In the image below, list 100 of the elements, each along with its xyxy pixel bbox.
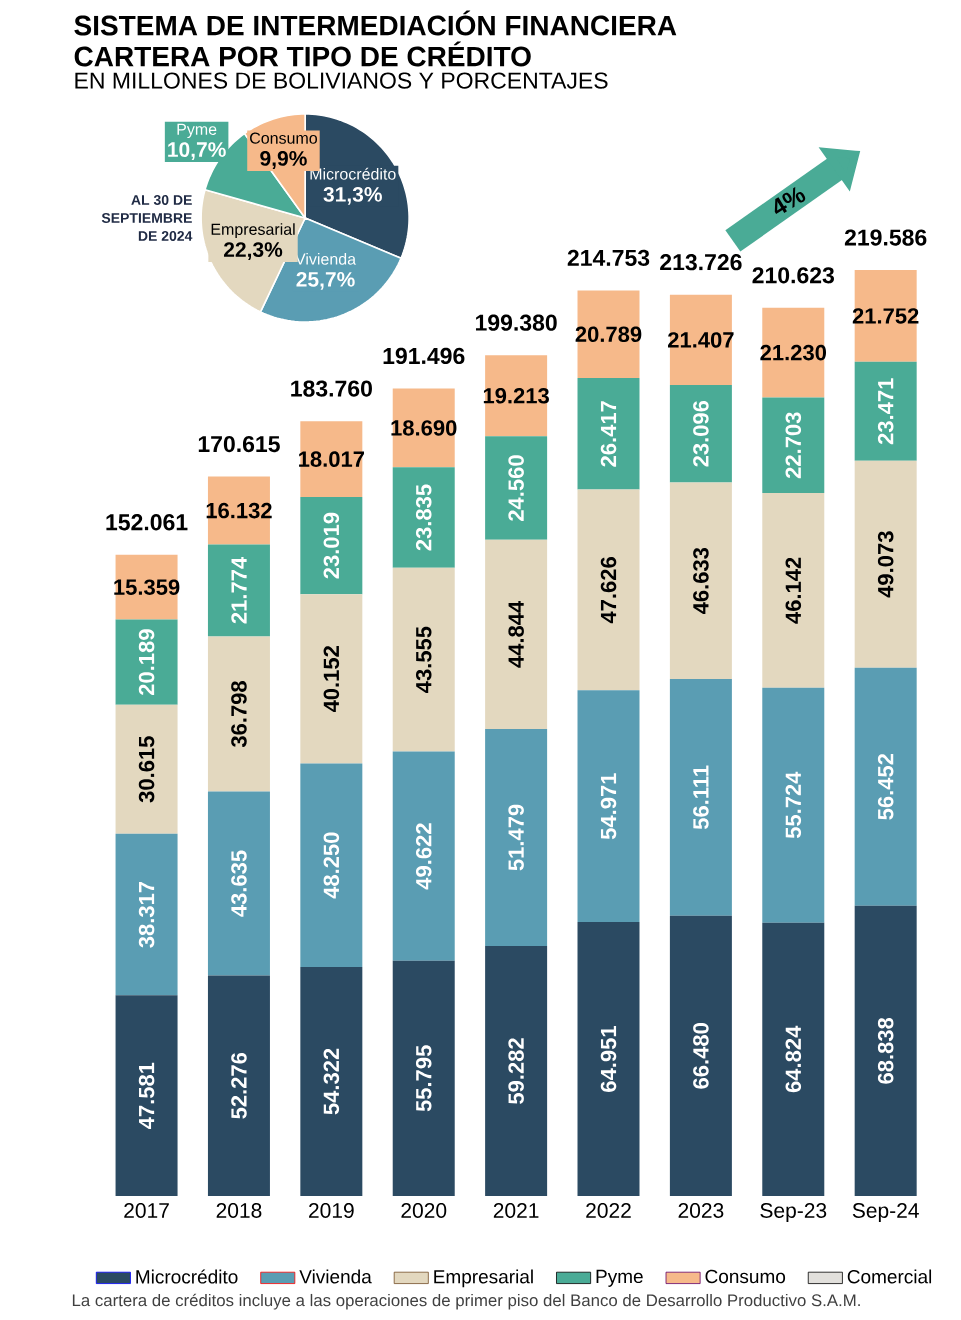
bar (392, 388, 455, 468)
x-tick-label: 2017 (124, 1203, 169, 1218)
x-tick-label: 2023 (678, 1203, 724, 1218)
data-label: 23.471 (877, 378, 894, 445)
data-label: 59.282 (508, 1038, 524, 1104)
bar (207, 975, 270, 1196)
bar (485, 355, 548, 437)
data-label: 56.111 (693, 765, 709, 830)
data-label: 66.480 (693, 1023, 709, 1089)
legend-label: Pyme (596, 1269, 643, 1287)
slice-label: Microcrédito (310, 167, 396, 180)
data-label: 23.096 (693, 400, 709, 467)
data-label: 55.724 (785, 771, 802, 839)
bar (762, 687, 825, 923)
total-label: 210.623 (752, 267, 834, 284)
legend-label: Microcrédito (136, 1269, 238, 1284)
bar (577, 690, 640, 923)
bar (577, 922, 640, 1196)
bar (207, 544, 270, 637)
data-label: 43.555 (415, 626, 432, 693)
bar (115, 833, 178, 996)
bar (115, 554, 178, 620)
data-label: 26.417 (600, 401, 617, 467)
bar (762, 397, 825, 494)
data-label: 43.635 (231, 850, 247, 917)
bar (485, 436, 548, 540)
data-label: 18.690 (391, 420, 457, 436)
bar (115, 704, 178, 834)
data-label: 31,3% (323, 186, 382, 205)
data-label: 49.073 (877, 531, 894, 598)
bar (485, 728, 548, 947)
data-label: 16.132 (206, 502, 272, 519)
bar (300, 966, 363, 1196)
data-label: 22,3% (223, 242, 283, 261)
bar (392, 960, 455, 1196)
x-tick-label: 2020 (401, 1203, 447, 1218)
total-label: 219.586 (844, 229, 927, 246)
bar (300, 763, 363, 967)
data-label: 21.407 (667, 332, 734, 348)
bar (669, 679, 732, 916)
slice-label: Pyme (177, 123, 217, 139)
bar (669, 482, 732, 680)
data-label: 68.838 (877, 1017, 894, 1084)
data-label: 20.189 (138, 629, 155, 696)
data-label: 21.230 (760, 344, 826, 361)
data-label: 54.322 (323, 1048, 340, 1115)
total-label: 183.760 (291, 380, 372, 397)
data-label: 47.626 (600, 557, 617, 624)
data-label: 21.752 (852, 308, 919, 324)
data-label: 64.951 (600, 1026, 617, 1092)
data-label: 23.835 (415, 484, 432, 551)
data-label: 30.615 (138, 736, 155, 803)
data-label: 36.798 (231, 681, 247, 748)
x-tick-label: 2022 (586, 1203, 631, 1218)
chart-title: SISTEMA DE INTERMEDIACIÓN FINANCIERA CARTERA POR TIPO DE CRÉDITO (74, 10, 677, 67)
data-label: 48.250 (323, 832, 340, 899)
bar (485, 539, 548, 729)
data-label: 18.017 (299, 451, 364, 467)
bar (392, 567, 455, 752)
bar (854, 905, 917, 1196)
data-label: 64.824 (785, 1025, 802, 1093)
slice-label: Vivienda (294, 252, 357, 265)
bar (762, 307, 825, 398)
bar (207, 476, 270, 545)
x-tick-label: 2019 (308, 1203, 354, 1218)
data-label: 54.971 (600, 773, 617, 840)
total-label: 152.061 (106, 514, 188, 531)
x-tick-label: 2021 (493, 1203, 539, 1218)
x-tick-label: Sep-24 (852, 1203, 919, 1223)
data-label: 47.581 (138, 1062, 155, 1129)
bar (300, 497, 363, 595)
legend-label: Consumo (705, 1269, 786, 1284)
total-label: 199.380 (475, 314, 557, 331)
data-label: 25,7% (296, 271, 355, 290)
bar (762, 493, 825, 688)
data-label: 44.844 (508, 600, 524, 668)
bar (854, 667, 917, 906)
bar (485, 946, 548, 1196)
bar (207, 791, 270, 976)
data-label: 46.142 (785, 557, 802, 624)
legend-label: Comercial (847, 1269, 931, 1284)
bar (300, 594, 363, 764)
bar (115, 619, 178, 705)
text: La cartera de créditos incluye a las operaciones de primer piso del Banco de Desarrollo Productivo S.A.M. (72, 1293, 860, 1310)
data-label: 21.774 (231, 556, 247, 624)
bar (300, 421, 363, 498)
bar (392, 467, 455, 568)
chart-subtitle: EN MILLONES DE BOLIVIANOS Y PORCENTAJES (75, 72, 608, 89)
x-tick-label: Sep-23 (760, 1203, 827, 1223)
bar (392, 751, 455, 961)
bar (577, 378, 640, 490)
bar (854, 361, 917, 461)
data-label: 19.213 (483, 388, 549, 404)
legend-label: Empresarial (434, 1269, 533, 1288)
data-label: 38.317 (138, 881, 155, 948)
data-label: 56.452 (877, 753, 894, 820)
bar (207, 636, 270, 792)
data-label: 22.703 (785, 412, 802, 479)
data-label: 20.789 (575, 326, 642, 343)
data-label: 40.152 (323, 646, 340, 713)
